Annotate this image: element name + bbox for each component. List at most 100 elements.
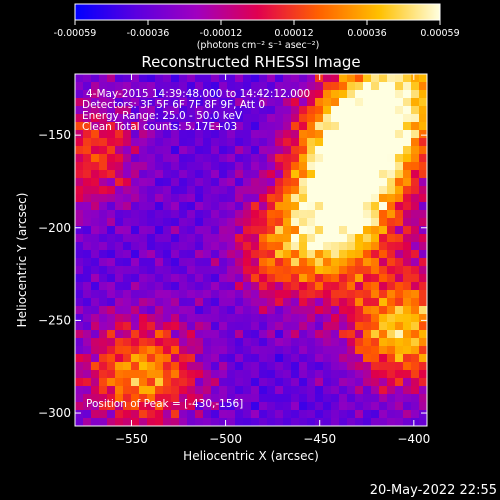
heatmap-cell: [147, 138, 156, 147]
heatmap-cell: [131, 402, 140, 411]
heatmap-cell: [91, 346, 100, 355]
heatmap-cell: [403, 306, 412, 315]
heatmap-cell: [371, 90, 380, 99]
heatmap-cell: [299, 274, 308, 283]
heatmap-cell: [315, 410, 324, 419]
heatmap-cell: [75, 122, 84, 131]
heatmap-cell: [179, 258, 188, 267]
heatmap-cell: [307, 418, 316, 426]
heatmap-cell: [211, 226, 220, 235]
heatmap-cell: [299, 418, 308, 426]
annotation-energy: Energy Range: 25.0 - 50.0 keV: [82, 110, 243, 122]
heatmap-cell: [107, 418, 116, 426]
heatmap-cell: [123, 74, 132, 83]
heatmap-cell: [411, 394, 420, 403]
heatmap-cell: [115, 362, 124, 371]
heatmap-cell: [387, 322, 396, 331]
heatmap-cell: [227, 354, 236, 363]
heatmap-cell: [99, 410, 108, 419]
heatmap-cell: [323, 98, 332, 107]
heatmap-cell: [187, 202, 196, 211]
heatmap-cell: [291, 370, 300, 379]
heatmap-cell: [195, 98, 204, 107]
heatmap-cell: [115, 306, 124, 315]
heatmap-cell: [163, 82, 172, 91]
heatmap-cell: [83, 154, 92, 163]
heatmap-cell: [251, 378, 260, 387]
heatmap-cell: [259, 202, 268, 211]
heatmap-cell: [99, 82, 108, 91]
heatmap-cell: [123, 250, 132, 259]
heatmap-cell: [395, 194, 404, 203]
heatmap-cell: [83, 202, 92, 211]
heatmap-cell: [83, 98, 92, 107]
heatmap-cell: [179, 314, 188, 323]
heatmap-cell: [339, 202, 348, 211]
heatmap-cell: [403, 258, 412, 267]
heatmap-cell: [299, 90, 308, 99]
heatmap-cell: [275, 82, 284, 91]
heatmap-cell: [379, 154, 388, 163]
heatmap-cell: [83, 370, 92, 379]
heatmap-cell: [331, 250, 340, 259]
heatmap-cell: [195, 354, 204, 363]
heatmap-cell: [179, 330, 188, 339]
heatmap-cell: [371, 162, 380, 171]
heatmap-cell: [259, 162, 268, 171]
heatmap-cell: [163, 138, 172, 147]
heatmap-cell: [91, 162, 100, 171]
heatmap-cell: [147, 418, 156, 426]
heatmap-cell: [131, 258, 140, 267]
heatmap-cell: [91, 114, 100, 123]
heatmap-cell: [227, 210, 236, 219]
heatmap-cell: [171, 354, 180, 363]
heatmap-cell: [91, 274, 100, 283]
heatmap-cell: [171, 242, 180, 251]
heatmap-cell: [267, 194, 276, 203]
heatmap-cell: [211, 322, 220, 331]
heatmap-cell: [347, 82, 356, 91]
heatmap-cell: [235, 122, 244, 131]
heatmap-cell: [355, 370, 364, 379]
heatmap-cell: [267, 210, 276, 219]
heatmap-cell: [211, 378, 220, 387]
heatmap-cell: [419, 306, 427, 315]
heatmap-cell: [267, 354, 276, 363]
heatmap-cell: [243, 290, 252, 299]
heatmap-cell: [235, 90, 244, 99]
heatmap-cell: [315, 250, 324, 259]
heatmap-cell: [243, 106, 252, 115]
heatmap-cell: [243, 114, 252, 123]
heatmap-cell: [123, 346, 132, 355]
heatmap-cell: [123, 130, 132, 139]
heatmap-cell: [99, 362, 108, 371]
heatmap-cell: [411, 258, 420, 267]
heatmap-cell: [323, 250, 332, 259]
heatmap-cell: [347, 410, 356, 419]
heatmap-cell: [195, 194, 204, 203]
heatmap-cell: [139, 162, 148, 171]
heatmap-cell: [243, 386, 252, 395]
heatmap-cell: [363, 194, 372, 203]
heatmap-cell: [203, 330, 212, 339]
x-tick-label: −400: [397, 432, 430, 446]
heatmap-cell: [227, 186, 236, 195]
heatmap-cell: [235, 306, 244, 315]
heatmap-cell: [275, 250, 284, 259]
heatmap-cell: [75, 394, 84, 403]
heatmap-cell: [195, 114, 204, 123]
heatmap-cell: [283, 114, 292, 123]
heatmap-cell: [195, 402, 204, 411]
heatmap-cell: [347, 290, 356, 299]
heatmap-cell: [195, 346, 204, 355]
heatmap-cell: [339, 210, 348, 219]
heatmap-cell: [123, 226, 132, 235]
heatmap-cell: [323, 338, 332, 347]
heatmap-cell: [283, 330, 292, 339]
heatmap-cell: [347, 162, 356, 171]
heatmap-cell: [323, 362, 332, 371]
heatmap-cell: [163, 90, 172, 99]
heatmap-cell: [363, 178, 372, 187]
heatmap-cell: [179, 306, 188, 315]
heatmap-cell: [395, 266, 404, 275]
